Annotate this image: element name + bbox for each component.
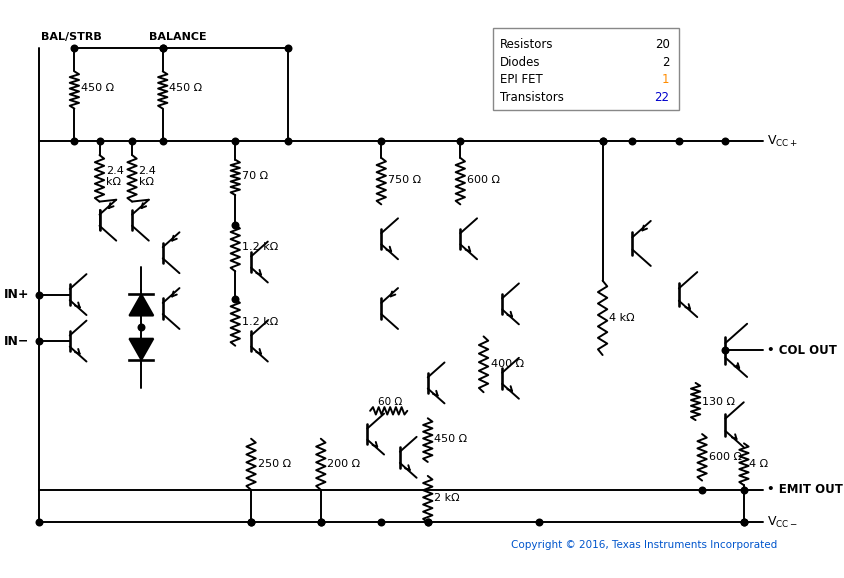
Text: 1.2 kΩ: 1.2 kΩ — [241, 317, 278, 327]
Text: Diodes: Diodes — [500, 55, 541, 69]
Text: IN−: IN− — [3, 335, 29, 347]
Polygon shape — [129, 294, 154, 316]
Text: 2.4
kΩ: 2.4 kΩ — [106, 166, 124, 187]
Text: • COL OUT: • COL OUT — [767, 344, 837, 357]
Text: 2: 2 — [662, 55, 669, 69]
Text: 200 Ω: 200 Ω — [327, 459, 360, 469]
Polygon shape — [129, 339, 154, 360]
Text: • EMIT OUT: • EMIT OUT — [767, 483, 843, 497]
Text: 1: 1 — [662, 73, 669, 86]
Text: BALANCE: BALANCE — [149, 32, 207, 42]
Text: 2 kΩ: 2 kΩ — [435, 493, 460, 503]
Text: Transistors: Transistors — [500, 91, 564, 104]
Text: 450 Ω: 450 Ω — [81, 83, 114, 93]
Text: 600 Ω: 600 Ω — [467, 175, 500, 185]
Text: $\mathsf{V_{CC+}}$: $\mathsf{V_{CC+}}$ — [767, 134, 798, 149]
Text: 600 Ω: 600 Ω — [709, 453, 742, 462]
Text: 4 Ω: 4 Ω — [749, 459, 768, 469]
Text: 4 kΩ: 4 kΩ — [609, 313, 635, 323]
Text: Resistors: Resistors — [500, 38, 554, 51]
Text: $\mathsf{V_{CC-}}$: $\mathsf{V_{CC-}}$ — [767, 515, 798, 530]
Text: 1.2 kΩ: 1.2 kΩ — [241, 242, 278, 252]
Text: 60 Ω: 60 Ω — [377, 397, 402, 406]
Text: 70 Ω: 70 Ω — [241, 171, 268, 180]
Text: Copyright © 2016, Texas Instruments Incorporated: Copyright © 2016, Texas Instruments Inco… — [511, 540, 777, 550]
Text: 450 Ω: 450 Ω — [170, 83, 203, 93]
Bar — [493, 28, 679, 109]
Text: 750 Ω: 750 Ω — [387, 175, 421, 185]
Text: 20: 20 — [655, 38, 669, 51]
Text: 250 Ω: 250 Ω — [257, 459, 290, 469]
Text: 22: 22 — [655, 91, 669, 104]
Text: 2.4
kΩ: 2.4 kΩ — [138, 166, 156, 187]
Text: 400 Ω: 400 Ω — [491, 360, 524, 369]
Text: BAL/STRB: BAL/STRB — [41, 32, 101, 42]
Text: EPI FET: EPI FET — [500, 73, 543, 86]
Text: IN+: IN+ — [3, 288, 30, 301]
Text: 130 Ω: 130 Ω — [702, 397, 735, 406]
Text: 450 Ω: 450 Ω — [435, 434, 468, 444]
